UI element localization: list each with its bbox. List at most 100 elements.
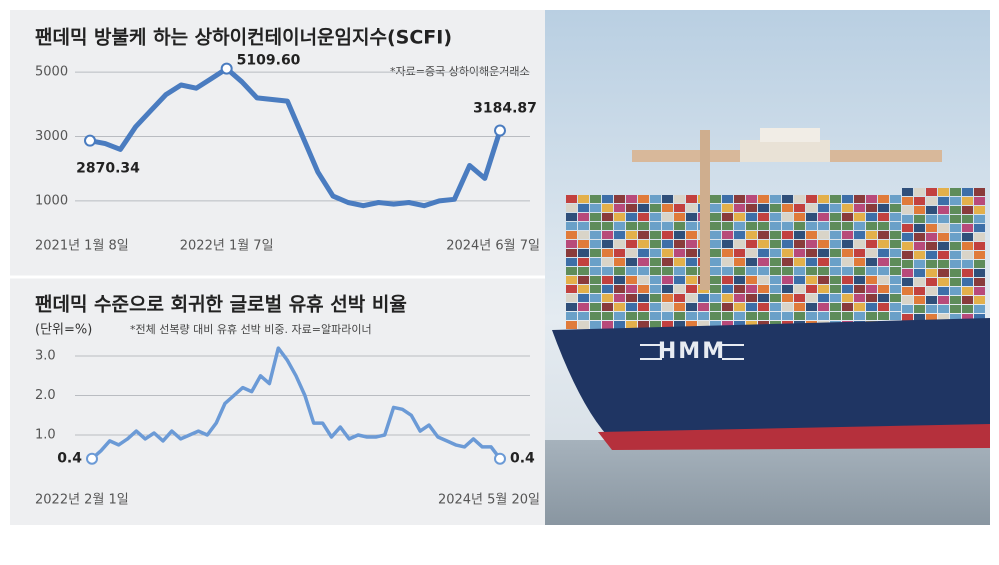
container (878, 195, 889, 203)
container (782, 195, 793, 203)
container (842, 303, 853, 311)
container (866, 231, 877, 239)
container (842, 240, 853, 248)
container (878, 294, 889, 302)
container (878, 204, 889, 212)
container (566, 240, 577, 248)
container (938, 215, 949, 223)
container (950, 251, 961, 259)
container (638, 276, 649, 284)
container (710, 303, 721, 311)
container (890, 285, 901, 293)
container (878, 276, 889, 284)
container (806, 294, 817, 302)
point-marker (494, 452, 506, 465)
container (626, 231, 637, 239)
container (566, 321, 577, 329)
container (758, 204, 769, 212)
container (830, 222, 841, 230)
container (914, 215, 925, 223)
container (746, 312, 757, 320)
container (578, 222, 589, 230)
container (974, 233, 985, 241)
container (602, 222, 613, 230)
container (638, 321, 649, 329)
container (710, 240, 721, 248)
data-label: 0.4 (510, 451, 535, 467)
container (770, 312, 781, 320)
container (638, 213, 649, 221)
container (950, 224, 961, 232)
unit-label: (단위=%) (35, 323, 92, 338)
container (758, 312, 769, 320)
container (926, 188, 937, 196)
container (878, 249, 889, 257)
container (770, 222, 781, 230)
container (974, 251, 985, 259)
container (806, 303, 817, 311)
container (806, 312, 817, 320)
container (602, 303, 613, 311)
x-tick-label: 2021년 1월 8일 (35, 239, 129, 254)
container (590, 222, 601, 230)
container (854, 276, 865, 284)
container (950, 287, 961, 295)
container (962, 278, 973, 286)
container (938, 197, 949, 205)
container (878, 240, 889, 248)
container (566, 213, 577, 221)
container (902, 305, 913, 313)
container (638, 195, 649, 203)
container (650, 195, 661, 203)
container (602, 195, 613, 203)
container (758, 240, 769, 248)
container (806, 222, 817, 230)
container (950, 260, 961, 268)
hull-waterline (598, 424, 990, 450)
container (806, 258, 817, 266)
container (974, 260, 985, 268)
container (866, 213, 877, 221)
container (614, 249, 625, 257)
x-tick-label: 2022년 1월 7일 (180, 239, 274, 254)
container (686, 249, 697, 257)
container (878, 231, 889, 239)
container (878, 285, 889, 293)
y-tick-label: 2.0 (35, 388, 56, 403)
container (878, 267, 889, 275)
container (674, 231, 685, 239)
container (602, 321, 613, 329)
container (722, 294, 733, 302)
container (902, 296, 913, 304)
container (902, 269, 913, 277)
container (914, 287, 925, 295)
container (842, 267, 853, 275)
container (914, 296, 925, 304)
container (770, 258, 781, 266)
container (686, 312, 697, 320)
container (650, 258, 661, 266)
container (650, 294, 661, 302)
container (794, 240, 805, 248)
container (578, 204, 589, 212)
container (938, 233, 949, 241)
container (746, 195, 757, 203)
container (578, 231, 589, 239)
container (830, 195, 841, 203)
container (590, 267, 601, 275)
container (806, 204, 817, 212)
container (722, 276, 733, 284)
container (842, 258, 853, 266)
container (602, 267, 613, 275)
container (614, 294, 625, 302)
container (854, 258, 865, 266)
container (674, 285, 685, 293)
container (722, 204, 733, 212)
container (926, 215, 937, 223)
y-tick-label: 1.0 (35, 428, 56, 443)
container (818, 276, 829, 284)
container (578, 213, 589, 221)
container (710, 222, 721, 230)
data-label: 0.4 (57, 451, 82, 467)
container (674, 213, 685, 221)
